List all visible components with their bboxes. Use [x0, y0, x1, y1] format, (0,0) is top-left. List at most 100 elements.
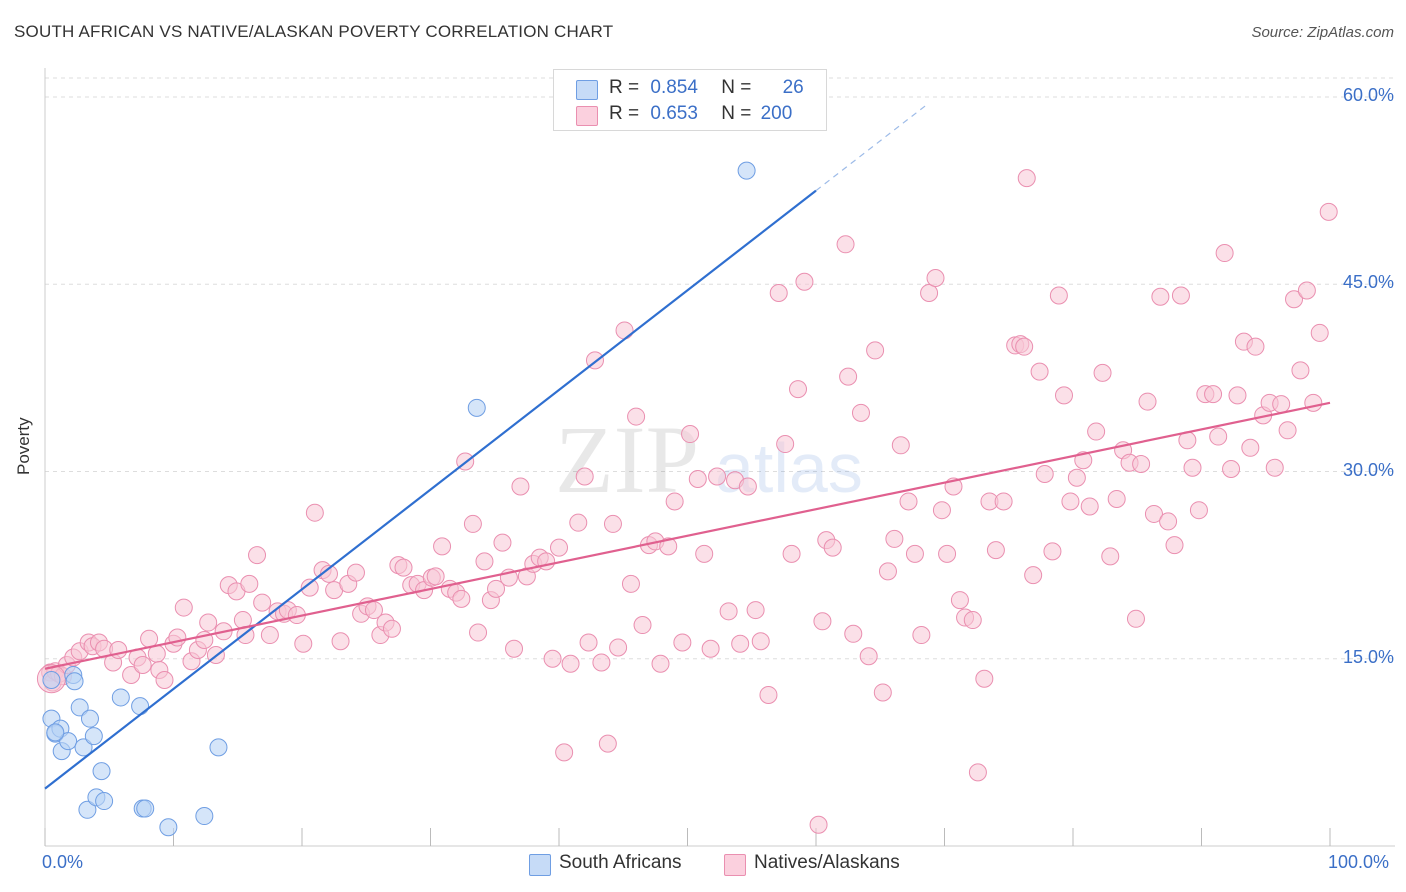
correlation-legend: R = 0.854 N = 26 R = 0.653 N = 200 [553, 69, 827, 131]
watermark: ZIP atlas [555, 406, 863, 513]
data-point-natives-alaskans [592, 653, 611, 672]
data-point-natives-alaskans [809, 815, 828, 834]
data-point-natives-alaskans [975, 669, 994, 688]
legend-swatch-pink [724, 854, 746, 876]
data-point-natives-alaskans [1265, 458, 1284, 477]
legend-swatch-blue [529, 854, 551, 876]
trend-line-natives-alaskans [44, 401, 1331, 670]
legend-n-value: 26 [782, 77, 804, 98]
data-point-natives-alaskans [253, 593, 272, 612]
data-point-natives-alaskans [633, 616, 652, 635]
data-point-natives-alaskans [789, 380, 808, 399]
data-point-natives-alaskans [260, 626, 279, 645]
data-point-natives-alaskans [795, 272, 814, 291]
data-point-natives-alaskans [851, 403, 870, 422]
data-point-natives-alaskans [394, 558, 413, 577]
data-point-natives-alaskans [738, 477, 757, 496]
data-point-natives-alaskans [1035, 464, 1054, 483]
data-point-south-africans [467, 398, 486, 417]
data-point-south-africans [65, 672, 84, 691]
data-point-natives-alaskans [688, 469, 707, 488]
data-point-natives-alaskans [603, 514, 622, 533]
data-point-natives-alaskans [579, 633, 598, 652]
data-point-south-africans [46, 723, 65, 742]
data-point-south-africans [95, 792, 114, 811]
x-tick-label-min: 0.0% [42, 852, 84, 872]
data-point-natives-alaskans [891, 436, 910, 455]
data-point-natives-alaskans [1278, 421, 1297, 440]
data-point-natives-alaskans [1310, 323, 1329, 342]
data-point-natives-alaskans [769, 283, 788, 302]
data-point-natives-alaskans [1285, 290, 1304, 309]
data-point-natives-alaskans [433, 537, 452, 556]
natives-alaskans-points [36, 169, 1338, 834]
data-point-natives-alaskans [719, 602, 738, 621]
data-point-natives-alaskans [963, 611, 982, 630]
data-point-natives-alaskans [1043, 542, 1062, 561]
data-point-natives-alaskans [300, 578, 319, 597]
data-point-south-africans [84, 727, 103, 746]
data-point-natives-alaskans [1297, 281, 1316, 300]
data-point-natives-alaskans [240, 574, 259, 593]
data-point-south-africans [74, 738, 93, 757]
data-point-natives-alaskans [505, 639, 524, 658]
data-point-natives-alaskans [1144, 504, 1163, 523]
data-point-natives-alaskans [511, 477, 530, 496]
data-point-natives-alaskans [1165, 536, 1184, 555]
data-point-natives-alaskans [926, 269, 945, 288]
data-point-natives-alaskans [1055, 386, 1074, 405]
gridlines [45, 77, 1395, 660]
data-point-natives-alaskans [1132, 455, 1151, 474]
y-tick-label: 15.0% [1342, 646, 1394, 667]
data-point-natives-alaskans [844, 624, 863, 643]
y-tick-label: 30.0% [1342, 459, 1394, 480]
data-point-natives-alaskans [866, 341, 885, 360]
data-point-south-africans [195, 807, 214, 826]
data-point-natives-alaskans [452, 589, 471, 608]
data-point-natives-alaskans [836, 235, 855, 254]
data-point-natives-alaskans [813, 612, 832, 631]
legend-r-value: 0.653 [650, 103, 698, 124]
data-point-natives-alaskans [561, 654, 580, 673]
data-point-natives-alaskans [1272, 395, 1291, 414]
data-point-natives-alaskans [1049, 286, 1068, 305]
data-point-natives-alaskans [1291, 361, 1310, 380]
data-point-natives-alaskans [1246, 337, 1265, 356]
data-point-natives-alaskans [621, 574, 640, 593]
data-point-south-africans [111, 688, 130, 707]
legend-n-value: 200 [760, 103, 793, 124]
data-point-natives-alaskans [140, 629, 159, 648]
data-point-natives-alaskans [1067, 468, 1086, 487]
data-point-natives-alaskans [878, 562, 897, 581]
trend-lines [44, 105, 1331, 790]
data-point-natives-alaskans [1093, 363, 1112, 382]
data-point-natives-alaskans [932, 501, 951, 520]
chart-source: Source: ZipAtlas.com [1251, 24, 1394, 41]
south-africans-points [42, 161, 756, 837]
data-point-natives-alaskans [651, 654, 670, 673]
chart-title: SOUTH AFRICAN VS NATIVE/ALASKAN POVERTY … [14, 22, 614, 41]
data-point-natives-alaskans [575, 467, 594, 486]
data-point-natives-alaskans [1319, 202, 1338, 221]
data-point-south-africans [131, 697, 150, 716]
data-point-natives-alaskans [133, 655, 152, 674]
data-point-natives-alaskans [681, 425, 700, 444]
data-point-natives-alaskans [627, 407, 646, 426]
data-point-natives-alaskans [199, 613, 218, 632]
legend-n-label: N = [721, 103, 752, 124]
data-point-natives-alaskans [1204, 385, 1223, 404]
y-tick-label: 60.0% [1342, 85, 1394, 105]
data-point-natives-alaskans [839, 367, 858, 386]
data-point-natives-alaskans [994, 492, 1013, 511]
data-point-south-africans [209, 738, 228, 757]
data-point-natives-alaskans [1101, 547, 1120, 566]
data-point-natives-alaskans [1151, 287, 1170, 306]
data-point-natives-alaskans [426, 567, 445, 586]
legend-r-label: R = [609, 77, 640, 98]
data-point-natives-alaskans [885, 529, 904, 548]
legend-r-value: 0.854 [650, 77, 698, 98]
x-tick-label-max: 100.0% [1328, 852, 1390, 872]
data-point-natives-alaskans [543, 649, 562, 668]
data-point-natives-alaskans [823, 538, 842, 557]
